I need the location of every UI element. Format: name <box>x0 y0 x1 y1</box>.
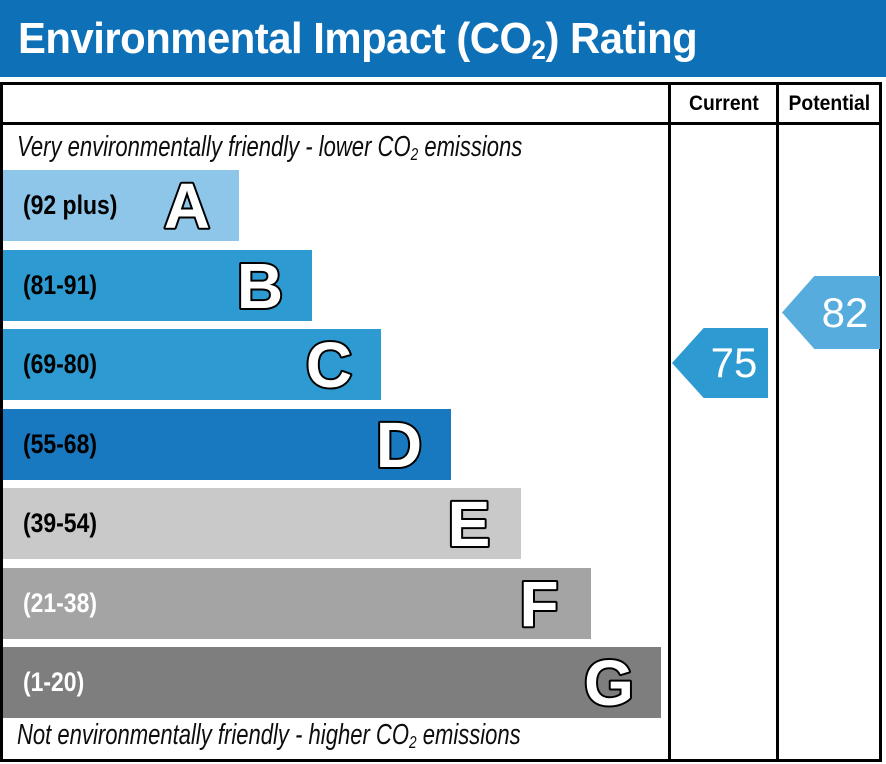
band-letter-d: D <box>374 409 424 480</box>
band-row-a: (92 plus) A <box>3 170 239 241</box>
band-range-label-a: (92 plus) <box>23 190 118 220</box>
svg-text:B: B <box>237 250 283 321</box>
potential-rating-value: 82 <box>821 288 869 336</box>
chart-frame <box>0 82 882 762</box>
band-row-e: (39-54) E <box>3 488 521 559</box>
band-range-label-g: (1-20) <box>23 667 85 697</box>
caption-top-pre: Very environmentally friendly - lower CO <box>17 131 411 163</box>
svg-text:F: F <box>519 568 558 639</box>
caption-top: Very environmentally friendly - lower CO… <box>17 131 522 165</box>
band-range-label-b: (81-91) <box>23 270 97 300</box>
column-header-potential: Potential <box>779 85 879 122</box>
band-letter-c: C <box>304 329 354 400</box>
caption-top-subscript: 2 <box>410 143 419 164</box>
header-separator-line <box>0 122 882 125</box>
caption-bottom: Not environmentally friendly - higher CO… <box>17 719 521 753</box>
band-letter-b: B <box>235 250 285 321</box>
caption-bottom-subscript: 2 <box>408 731 417 752</box>
column-divider-current-potential <box>776 82 779 762</box>
svg-text:D: D <box>376 409 422 480</box>
svg-text:A: A <box>164 170 210 241</box>
band-row-c: (69-80) C <box>3 329 381 400</box>
band-row-g: (1-20) G <box>3 647 661 718</box>
band-letter-e: E <box>446 488 493 559</box>
band-row-b: (81-91) B <box>3 250 312 321</box>
band-row-d: (55-68) D <box>3 409 451 480</box>
band-letter-g: G <box>582 647 636 718</box>
column-header-current: Current <box>671 85 776 122</box>
chart-title-subscript: 2 <box>531 34 546 65</box>
band-row-f: (21-38) F <box>3 568 591 639</box>
svg-text:C: C <box>306 329 352 400</box>
band-range-label-c: (69-80) <box>23 349 97 379</box>
band-range-label-e: (39-54) <box>23 508 97 538</box>
caption-bottom-post: emissions <box>416 719 521 751</box>
chart-title-pre: Environmental Impact (CO <box>18 14 532 63</box>
column-header-current-label: Current <box>688 91 759 115</box>
column-divider-main-current <box>668 82 671 762</box>
caption-bottom-pre: Not environmentally friendly - higher CO <box>17 719 409 751</box>
caption-top-post: emissions <box>418 131 523 163</box>
current-rating-value: 75 <box>710 339 758 386</box>
column-header-potential-label: Potential <box>788 91 870 115</box>
svg-text:E: E <box>448 488 491 559</box>
chart-title-post: ) Rating <box>545 14 698 63</box>
band-letter-a: A <box>162 170 212 241</box>
chart-title-bar: Environmental Impact (CO2) Rating <box>0 0 886 77</box>
svg-text:G: G <box>584 647 634 718</box>
band-range-label-f: (21-38) <box>23 588 97 618</box>
band-letter-f: F <box>517 568 560 639</box>
band-range-label-d: (55-68) <box>23 429 97 459</box>
chart-title: Environmental Impact (CO2) Rating <box>18 0 698 77</box>
